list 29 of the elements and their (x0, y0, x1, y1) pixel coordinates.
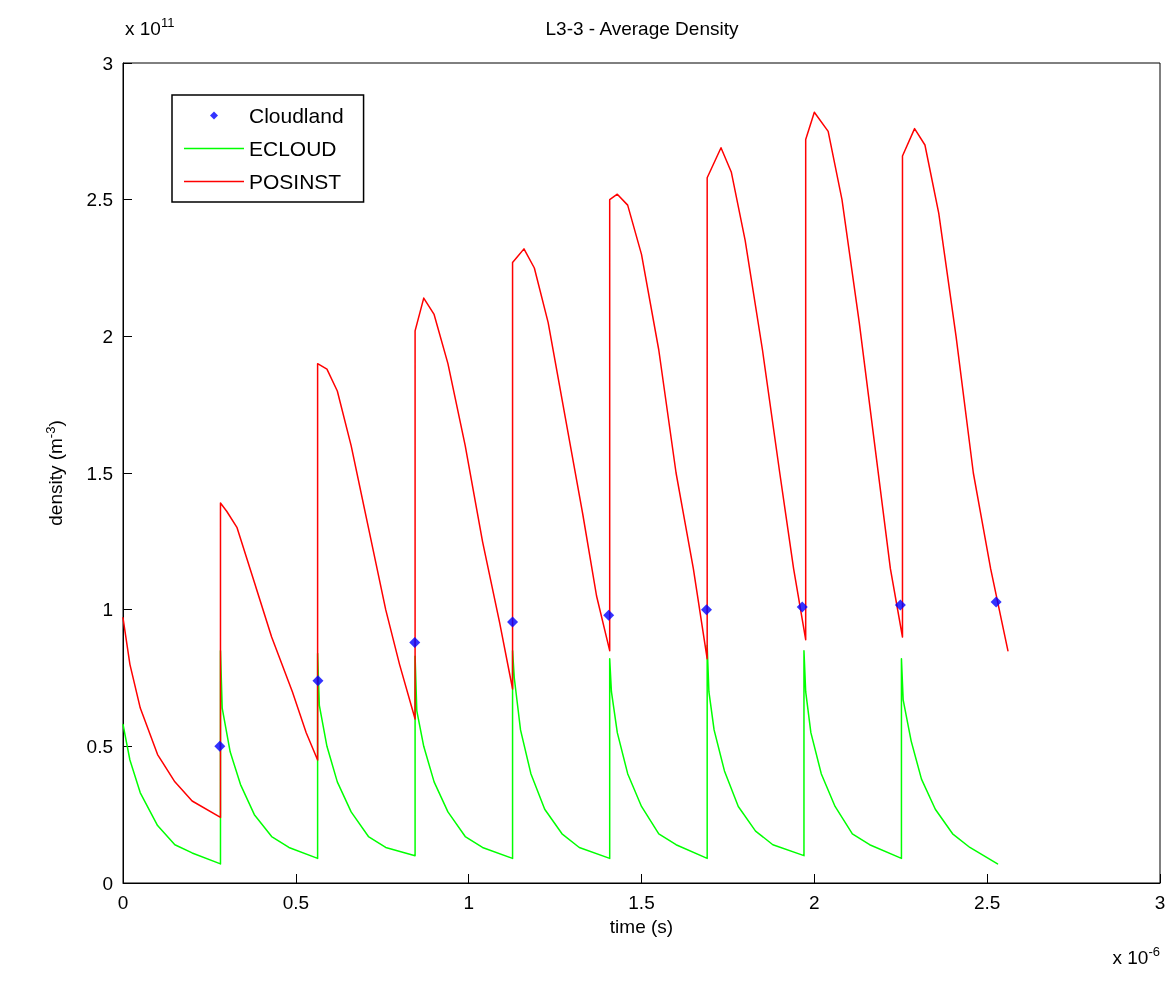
x-tick-label: 2 (809, 892, 820, 913)
x-tick-label: 3 (1154, 892, 1166, 913)
y-axis-title: density (m-3) (42, 420, 67, 526)
point (894, 599, 906, 611)
point (603, 609, 615, 621)
legend-label: Cloudland (249, 104, 344, 127)
x-tick-label: 2.5 (973, 892, 1001, 913)
y-tick-label: 2 (102, 325, 113, 347)
y-tick-label: 0.5 (86, 735, 113, 757)
y-tick-label: 1 (102, 599, 113, 621)
point (409, 636, 421, 648)
y-tick-label: 2.5 (86, 189, 113, 211)
x-tick-label: 0.5 (282, 892, 310, 913)
legend-label: POSINST (249, 170, 342, 193)
x-axis-title: time (s) (609, 915, 674, 937)
point (507, 616, 519, 628)
chart-title: L3-3 - Average Density (545, 18, 739, 39)
point (990, 596, 1002, 608)
y-tick-label: 0 (102, 872, 113, 894)
x-tick-label: 1 (463, 892, 474, 913)
point (796, 601, 808, 613)
y-tick-label: 1.5 (86, 462, 113, 484)
point (700, 604, 712, 616)
x-tick-label: 0 (117, 892, 129, 913)
point (312, 675, 324, 687)
y-tick-label: 3 (102, 52, 113, 74)
point (214, 740, 226, 752)
x-tick-label: 1.5 (628, 892, 655, 913)
legend-label: ECLOUD (249, 137, 337, 160)
